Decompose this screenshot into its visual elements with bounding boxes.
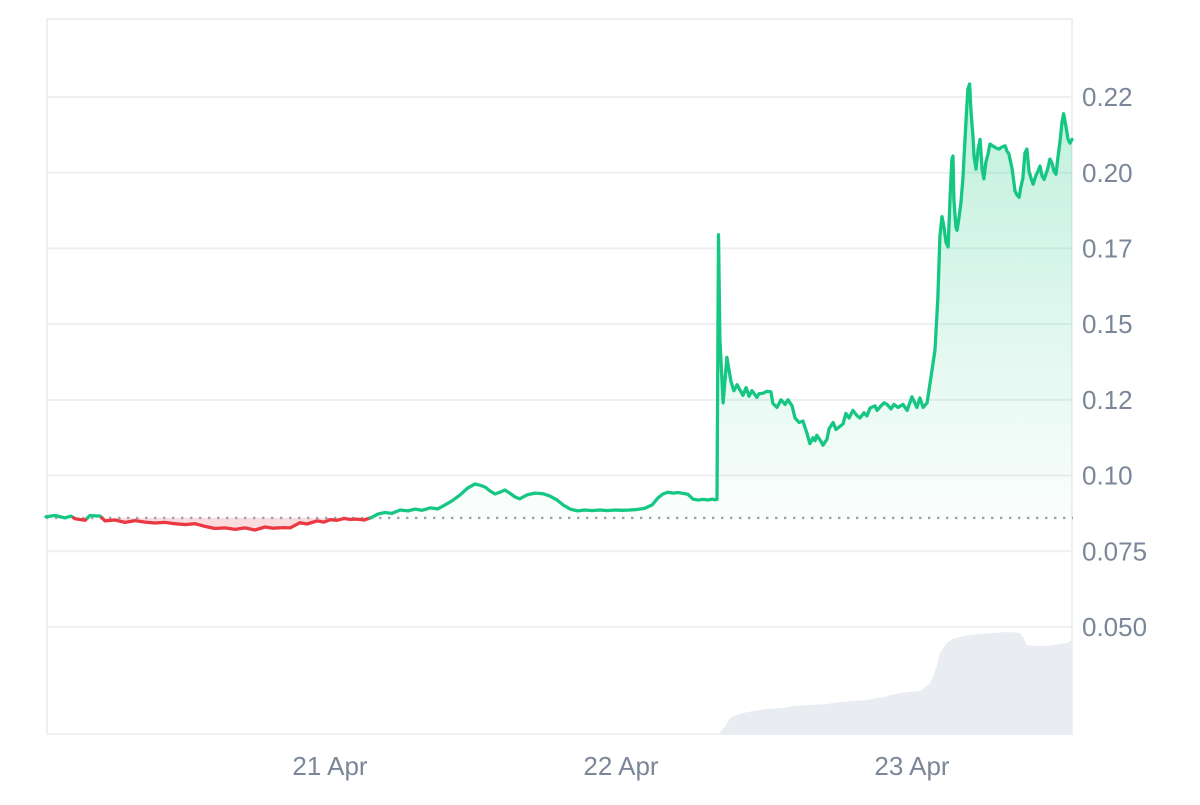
y-tick-label: 0.17 bbox=[1082, 234, 1133, 264]
y-tick-label: 0.075 bbox=[1082, 536, 1147, 566]
y-tick-label: 0.050 bbox=[1082, 612, 1147, 642]
x-axis-labels: 21 Apr 22 Apr 23 Apr bbox=[292, 751, 950, 781]
price-fill-layer bbox=[46, 84, 1072, 530]
volume-area bbox=[719, 632, 1072, 735]
price-line-layer bbox=[44, 82, 1074, 532]
y-tick-label: 0.22 bbox=[1082, 82, 1133, 112]
x-tick-label: 23 Apr bbox=[874, 751, 950, 781]
y-tick-label: 0.20 bbox=[1082, 158, 1133, 188]
y-tick-label: 0.10 bbox=[1082, 461, 1133, 491]
y-tick-label: 0.15 bbox=[1082, 309, 1133, 339]
y-axis-labels: 0.22 0.20 0.17 0.15 0.12 0.10 0.075 0.050 bbox=[1082, 82, 1147, 642]
price-line-up bbox=[368, 82, 1074, 520]
y-tick-label: 0.12 bbox=[1082, 385, 1133, 415]
x-tick-label: 21 Apr bbox=[292, 751, 368, 781]
price-area-up bbox=[370, 84, 1072, 518]
grid-layer bbox=[46, 18, 1073, 735]
price-line-up bbox=[44, 513, 76, 520]
price-line-down bbox=[100, 516, 372, 532]
x-tick-label: 22 Apr bbox=[583, 751, 659, 781]
price-line-down bbox=[72, 516, 90, 522]
volume-layer bbox=[719, 632, 1072, 735]
price-area-down bbox=[102, 517, 371, 530]
